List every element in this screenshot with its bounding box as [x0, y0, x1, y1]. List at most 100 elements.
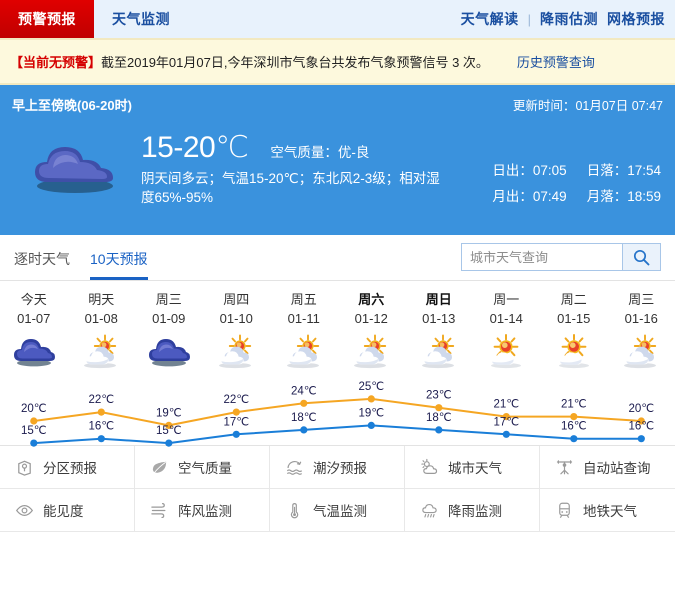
temperature-label: 22℃: [223, 394, 249, 406]
forecast-column[interactable]: 周四: [203, 289, 271, 311]
forecast-column[interactable]: 周三: [135, 289, 203, 311]
forecast-date-cell: 01-15: [540, 311, 608, 326]
topnav-link-grid-forecast[interactable]: 网格预报: [607, 11, 665, 27]
forecast-icon-cell: [338, 334, 406, 370]
moonset-label: 月落：: [586, 189, 628, 204]
tab-ten-day-forecast[interactable]: 10天预报: [90, 249, 148, 280]
gridnav-item-wind[interactable]: 阵风监测: [135, 489, 270, 532]
forecast-column[interactable]: 周三: [608, 289, 675, 311]
temperature-label: 17℃: [223, 416, 249, 428]
forecast-period-label: 早上至傍晚(06-20时): [12, 98, 132, 113]
forecast-date-cell: 01-08: [68, 311, 136, 326]
day-name: 周三: [628, 292, 655, 307]
day-name: 明天: [88, 292, 115, 307]
overcast-cloud-icon: [148, 339, 190, 367]
temperature-point: [232, 430, 240, 438]
current-weather-description: 阴天间多云；气温15-20℃；东北风2-3级；相对湿度65%-95%: [141, 171, 440, 205]
gridnav-item-map-pin[interactable]: 分区预报: [0, 446, 135, 489]
forecast-column[interactable]: 周一: [473, 289, 541, 311]
sunrise-sunset-row: 日出：07:05 日落：17:54: [492, 159, 661, 183]
date-label: 01-09: [152, 311, 186, 326]
tab-label: 逐时天气: [14, 251, 70, 267]
gridnav-item-weather-station[interactable]: 自动站查询: [540, 446, 675, 489]
date-label: 01-11: [287, 311, 320, 326]
search-button[interactable]: [622, 244, 660, 270]
partly-cloudy-icon: [84, 334, 117, 369]
forecast-date-cell: 01-07: [0, 311, 68, 326]
gridnav-item-rain-cloud[interactable]: 降雨监测: [405, 489, 540, 532]
map-pin-icon: [14, 457, 34, 477]
gridnav-item-label: 地铁天气: [583, 504, 637, 519]
date-label: 01-08: [84, 311, 118, 326]
overcast-cloud-icon: [13, 339, 55, 367]
forecast-icon-cell: [473, 334, 541, 370]
moonrise-label: 月出：: [492, 189, 533, 204]
gridnav-item-label: 气温监测: [313, 504, 367, 519]
forecast-column[interactable]: 明天: [68, 289, 136, 311]
moonrise-value: 07:49: [532, 189, 567, 204]
temperature-point: [300, 426, 308, 434]
temperature-label: 20℃: [628, 403, 654, 415]
gridnav-item-eye[interactable]: 能见度: [0, 489, 135, 532]
temperature-label: 24℃: [291, 385, 317, 397]
temperature-point: [232, 408, 240, 416]
forecast-dates: 01-07 01-08 01-09 01-10 01-11 01-12 01-1…: [0, 311, 675, 326]
leaf-icon: [149, 457, 169, 477]
gridnav-item-label: 能见度: [43, 504, 84, 519]
gridnav-item-subway-train[interactable]: 地铁天气: [540, 489, 675, 532]
temperature-label: 16℃: [561, 421, 587, 433]
forecast-column[interactable]: 周五: [270, 289, 338, 311]
topnav-link-rainfall-estimate[interactable]: 降雨估测: [540, 11, 598, 27]
tab-label: 10天预报: [90, 251, 148, 267]
temperature-point: [97, 435, 105, 443]
mostly-sunny-icon: [491, 334, 522, 369]
date-label: 01-15: [557, 311, 591, 326]
gridnav-item-thermometer[interactable]: 气温监测: [270, 489, 405, 532]
gridnav-item-label: 空气质量: [178, 461, 232, 476]
day-name: 周四: [223, 292, 250, 307]
air-quality-label: 空气质量：: [270, 145, 338, 160]
forecast-weather-icons: [0, 334, 675, 370]
weather-station-icon: [554, 457, 574, 477]
tide-wave-icon: [284, 457, 304, 477]
forecast-column[interactable]: 周六: [338, 289, 406, 311]
topnav-tab-weather-monitor[interactable]: 天气监测: [94, 0, 188, 38]
tab-hourly-weather[interactable]: 逐时天气: [14, 249, 70, 280]
current-temperature: 15-20℃: [141, 131, 249, 164]
partly-cloudy-icon: [421, 334, 454, 369]
update-time-label: 更新时间：: [512, 99, 576, 113]
forecast-date-cell: 01-16: [608, 311, 675, 326]
temperature-label: 16℃: [628, 421, 654, 433]
topnav-link-weather-interpretation[interactable]: 天气解读: [460, 11, 519, 27]
alert-history-link[interactable]: 历史预警查询: [516, 55, 595, 70]
forecast-column[interactable]: 周日: [405, 289, 473, 311]
temperature-line: [33, 397, 642, 427]
rain-cloud-icon: [419, 500, 439, 520]
search-input[interactable]: [462, 244, 622, 270]
sun-cloud-icon: [419, 457, 439, 477]
temperature-point: [502, 430, 510, 438]
partly-cloudy-icon: [354, 334, 387, 369]
wind-icon: [149, 500, 169, 520]
sunrise-label: 日出：: [492, 163, 533, 178]
partly-cloudy-icon: [286, 334, 319, 369]
temperature-point: [435, 426, 443, 434]
day-name: 周五: [290, 292, 317, 307]
topnav-tab-alert-forecast[interactable]: 预警预报: [0, 0, 94, 38]
date-label: 01-16: [624, 311, 658, 326]
sunset-value: 17:54: [627, 163, 661, 178]
gridnav-item-leaf[interactable]: 空气质量: [135, 446, 270, 489]
alert-status-tag: 【当前无预警】: [10, 55, 102, 70]
search-icon: [633, 249, 650, 265]
temperature-point: [30, 417, 38, 425]
temperature-point: [367, 395, 375, 403]
gridnav-item-tide-wave[interactable]: 潮汐预报: [270, 446, 405, 489]
top-navigation-bar: 预警预报 天气监测 天气解读 | 降雨估测 网格预报: [0, 0, 675, 40]
gridnav-item-sun-cloud[interactable]: 城市天气: [405, 446, 540, 489]
forecast-column[interactable]: 周二: [540, 289, 608, 311]
forecast-column[interactable]: 今天: [0, 289, 68, 311]
temperature-line-chart: 20℃ 22℃ 19℃ 22℃ 24℃ 25℃ 23℃ 21℃ 21℃ 20℃ 15℃ 16℃ 15℃ 1…: [21, 381, 654, 447]
temperature-line: [33, 424, 642, 445]
temperature-point: [502, 413, 510, 421]
mostly-sunny-icon: [558, 334, 589, 369]
